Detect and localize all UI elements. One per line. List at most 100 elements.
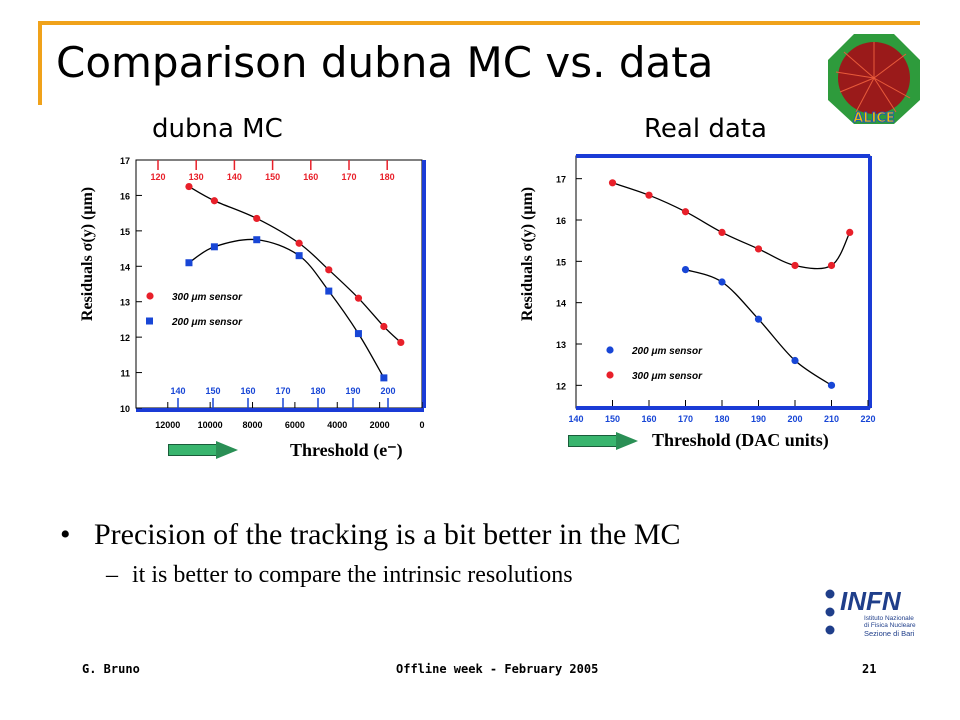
bullet-item-2: – it is better to compare the intrinsic r… xyxy=(106,562,681,589)
bullet-text-2: it is better to compare the intrinsic re… xyxy=(132,562,573,588)
alice-logo: ALICE xyxy=(828,34,920,126)
mc-y-tick-label: 12 xyxy=(120,333,130,343)
mc-legend-marker xyxy=(146,317,153,325)
svg-text:ALICE: ALICE xyxy=(853,111,895,126)
mc-data-point-square xyxy=(380,374,388,382)
mc-data-point-circle xyxy=(295,239,303,247)
bullet-marker: • xyxy=(60,518,71,551)
data-x-tick-label: 140 xyxy=(568,414,583,424)
infn-logo: INFN Istituto Nazionale di Fisica Nuclea… xyxy=(825,586,916,638)
footer-page-number: 21 xyxy=(862,662,877,676)
data-data-point-circle xyxy=(608,179,617,187)
mc-y-tick-label: 15 xyxy=(120,227,130,237)
mc-y-tick-label: 11 xyxy=(120,369,130,379)
data-x-tick-label: 200 xyxy=(787,414,802,424)
mc-x-tick-label: 0 xyxy=(419,420,424,430)
data-data-point-circle xyxy=(681,266,690,274)
mc-data-point-circle xyxy=(380,322,388,331)
data-x-tick-label: 170 xyxy=(678,414,693,424)
data-data-point-circle xyxy=(754,315,763,323)
mc-top-tick-label: 130 xyxy=(189,172,204,182)
data-data-point-circle xyxy=(846,228,854,236)
bullet-list: • Precision of the tracking is a bit bett… xyxy=(60,518,681,589)
data-legend-marker xyxy=(606,371,614,379)
mc-legend-marker xyxy=(146,292,154,300)
mc-bottom-tick-label: 180 xyxy=(310,386,325,396)
svg-text:INFN: INFN xyxy=(840,586,902,616)
data-x-tick-label: 210 xyxy=(824,414,839,424)
data-x-tick-label: 180 xyxy=(714,414,729,424)
title-accent-bar-top xyxy=(38,21,920,25)
svg-text:Istituto Nazionale: Istituto Nazionale xyxy=(864,615,914,622)
footer-author: G. Bruno xyxy=(82,662,140,676)
mc-legend-label: 300 μm sensor xyxy=(172,292,243,303)
bullet-item-1: • Precision of the tracking is a bit bett… xyxy=(60,518,681,552)
mc-top-tick-label: 150 xyxy=(265,172,280,182)
sub-bullet-marker: – xyxy=(106,562,118,588)
data-legend-label: 300 μm sensor xyxy=(632,371,703,382)
mc-bottom-tick-label: 190 xyxy=(345,386,360,396)
data-data-point-circle xyxy=(645,191,653,199)
mc-data-point-circle xyxy=(210,197,218,205)
data-x-tick-label: 160 xyxy=(641,414,656,424)
mc-bottom-tick-label: 160 xyxy=(240,386,255,396)
mc-x-tick-label: 2000 xyxy=(370,420,390,430)
mc-y-axis-label: Residuals σ(y) (μm) xyxy=(79,187,96,321)
data-data-point-circle xyxy=(681,208,690,216)
mc-x-tick-label: 10000 xyxy=(198,420,223,430)
mc-top-tick-label: 120 xyxy=(150,172,165,182)
mc-bottom-tick-label: 200 xyxy=(380,386,395,396)
data-y-tick-label: 17 xyxy=(556,175,566,185)
mc-x-tick-label: 12000 xyxy=(155,420,180,430)
data-x-tick-label: 190 xyxy=(751,414,766,424)
data-data-point-circle xyxy=(718,278,726,286)
data-legend-marker xyxy=(606,346,614,354)
mc-top-tick-label: 140 xyxy=(227,172,242,182)
mc-y-tick-label: 10 xyxy=(120,404,130,414)
mc-data-point-circle xyxy=(253,214,261,223)
mc-y-tick-label: 13 xyxy=(120,298,130,308)
mc-bottom-tick-label: 170 xyxy=(275,386,290,396)
footer-event: Offline week - February 2005 xyxy=(396,662,599,676)
data-y-tick-label: 16 xyxy=(556,216,566,226)
data-data-point-circle xyxy=(827,381,836,389)
mc-data-point-square xyxy=(253,236,261,244)
mc-plot-frame xyxy=(135,159,423,409)
subtitle-dubna-mc: dubna MC xyxy=(152,114,283,144)
mc-bottom-tick-label: 150 xyxy=(205,386,220,396)
bullet-text-1: Precision of the tracking is a bit bette… xyxy=(94,518,681,551)
svg-text:Sezione di Bari: Sezione di Bari xyxy=(864,629,915,638)
data-y-tick-label: 14 xyxy=(556,299,566,309)
mc-x-tick-label: 4000 xyxy=(327,420,347,430)
mc-data-point-square xyxy=(325,287,333,295)
mc-data-point-square xyxy=(295,252,303,260)
data-x-tick-label: 220 xyxy=(860,414,875,424)
mc-top-tick-label: 170 xyxy=(341,172,356,182)
mc-direction-arrow xyxy=(168,441,238,459)
mc-data-point-circle xyxy=(185,182,193,191)
mc-x-axis-label: Threshold (e⁻) xyxy=(290,440,403,461)
data-data-point-circle xyxy=(791,356,799,365)
data-y-tick-label: 12 xyxy=(556,381,566,391)
data-y-axis-label: Residuals σ(y) (μm) xyxy=(519,187,536,321)
data-data-point-circle xyxy=(754,245,763,253)
data-data-point-circle xyxy=(827,261,836,270)
mc-data-point-circle xyxy=(397,338,405,347)
title-accent-bar-left xyxy=(38,21,42,105)
mc-data-point-circle xyxy=(354,294,363,302)
mc-y-tick-label: 16 xyxy=(120,191,130,201)
mc-y-tick-label: 14 xyxy=(120,262,130,272)
data-x-tick-label: 150 xyxy=(605,414,620,424)
data-y-tick-label: 13 xyxy=(556,340,566,350)
mc-top-tick-label: 180 xyxy=(380,172,395,182)
mc-x-tick-label: 6000 xyxy=(285,420,305,430)
mc-data-point-square xyxy=(210,243,218,251)
data-y-tick-label: 15 xyxy=(556,257,566,267)
data-direction-arrow xyxy=(568,432,638,450)
data-data-point-circle xyxy=(718,228,726,236)
subtitle-real-data: Real data xyxy=(644,114,767,144)
mc-data-point-square xyxy=(354,330,362,338)
mc-x-tick-label: 8000 xyxy=(243,420,263,430)
mc-legend-label: 200 μm sensor xyxy=(171,317,243,328)
